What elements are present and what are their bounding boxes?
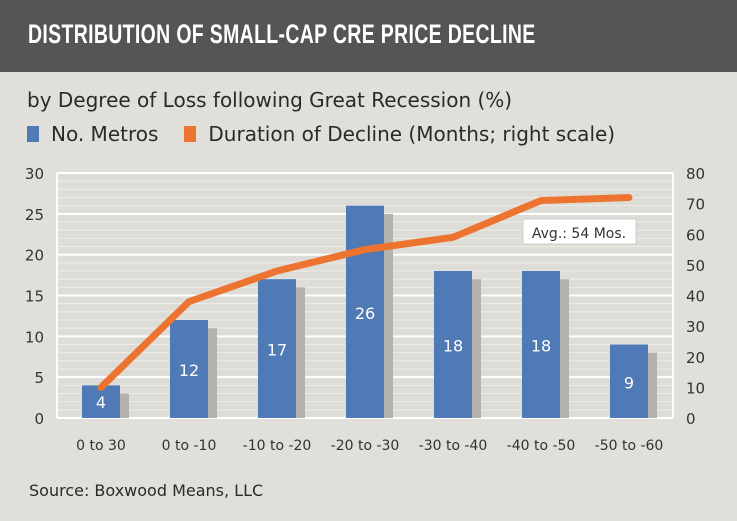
x-tick-label: -40 to -50 [507, 438, 576, 454]
legend-label: Duration of Decline (Months; right scale… [208, 122, 616, 146]
right-tick-label: 40 [686, 288, 705, 306]
right-tick-label: 80 [686, 165, 705, 183]
bar-data-label: 26 [355, 304, 375, 323]
bar-data-label: 9 [624, 373, 634, 392]
chart-title: DISTRIBUTION OF SMALL-CAP CRE PRICE DECL… [28, 19, 536, 49]
x-tick-label: 0 to 30 [76, 438, 126, 454]
right-tick-label: 30 [686, 318, 705, 336]
right-tick-label: 50 [686, 257, 705, 275]
bar [170, 320, 208, 418]
right-tick-label: 10 [686, 379, 705, 397]
bar [610, 344, 648, 418]
bar [346, 205, 384, 418]
annotation-box [522, 218, 637, 245]
bar-data-label: 12 [179, 361, 199, 380]
x-tick-label: -20 to -30 [331, 438, 400, 454]
bar [434, 271, 472, 418]
legend-item-metros: No. Metros [27, 122, 158, 146]
right-tick-label: 60 [686, 226, 705, 244]
bar [258, 279, 296, 418]
x-tick-label: -30 to -40 [419, 438, 488, 454]
right-tick-label: 70 [686, 196, 705, 214]
right-tick-label: 20 [686, 349, 705, 367]
bar-data-label: 4 [96, 393, 106, 412]
average-annotation: Avg.: 54 Mos. [532, 226, 626, 242]
bar-data-label: 18 [531, 337, 551, 356]
legend: No. Metros Duration of Decline (Months; … [27, 122, 641, 146]
left-tick-label: 5 [34, 369, 44, 387]
title-bar: DISTRIBUTION OF SMALL-CAP CRE PRICE DECL… [0, 0, 737, 72]
legend-swatch-bar [27, 126, 39, 142]
bar-data-label: 18 [443, 337, 463, 356]
left-tick-label: 0 [34, 410, 44, 428]
left-tick-label: 25 [25, 206, 44, 224]
left-tick-label: 10 [25, 328, 44, 346]
x-tick-label: 0 to -10 [162, 438, 217, 454]
bar [522, 271, 560, 418]
chart-subtitle: by Degree of Loss following Great Recess… [27, 88, 513, 112]
source-note: Source: Boxwood Means, LLC [29, 481, 264, 500]
left-tick-label: 15 [25, 288, 44, 306]
legend-swatch-line [184, 126, 197, 142]
right-tick-label: 0 [686, 410, 696, 428]
left-tick-label: 20 [25, 247, 44, 265]
x-tick-label: -10 to -20 [243, 438, 312, 454]
x-tick-label: -50 to -60 [595, 438, 664, 454]
legend-item-duration: Duration of Decline (Months; right scale… [184, 122, 615, 146]
bar-data-label: 17 [267, 341, 287, 360]
legend-label: No. Metros [51, 122, 159, 146]
left-tick-label: 30 [25, 165, 44, 183]
